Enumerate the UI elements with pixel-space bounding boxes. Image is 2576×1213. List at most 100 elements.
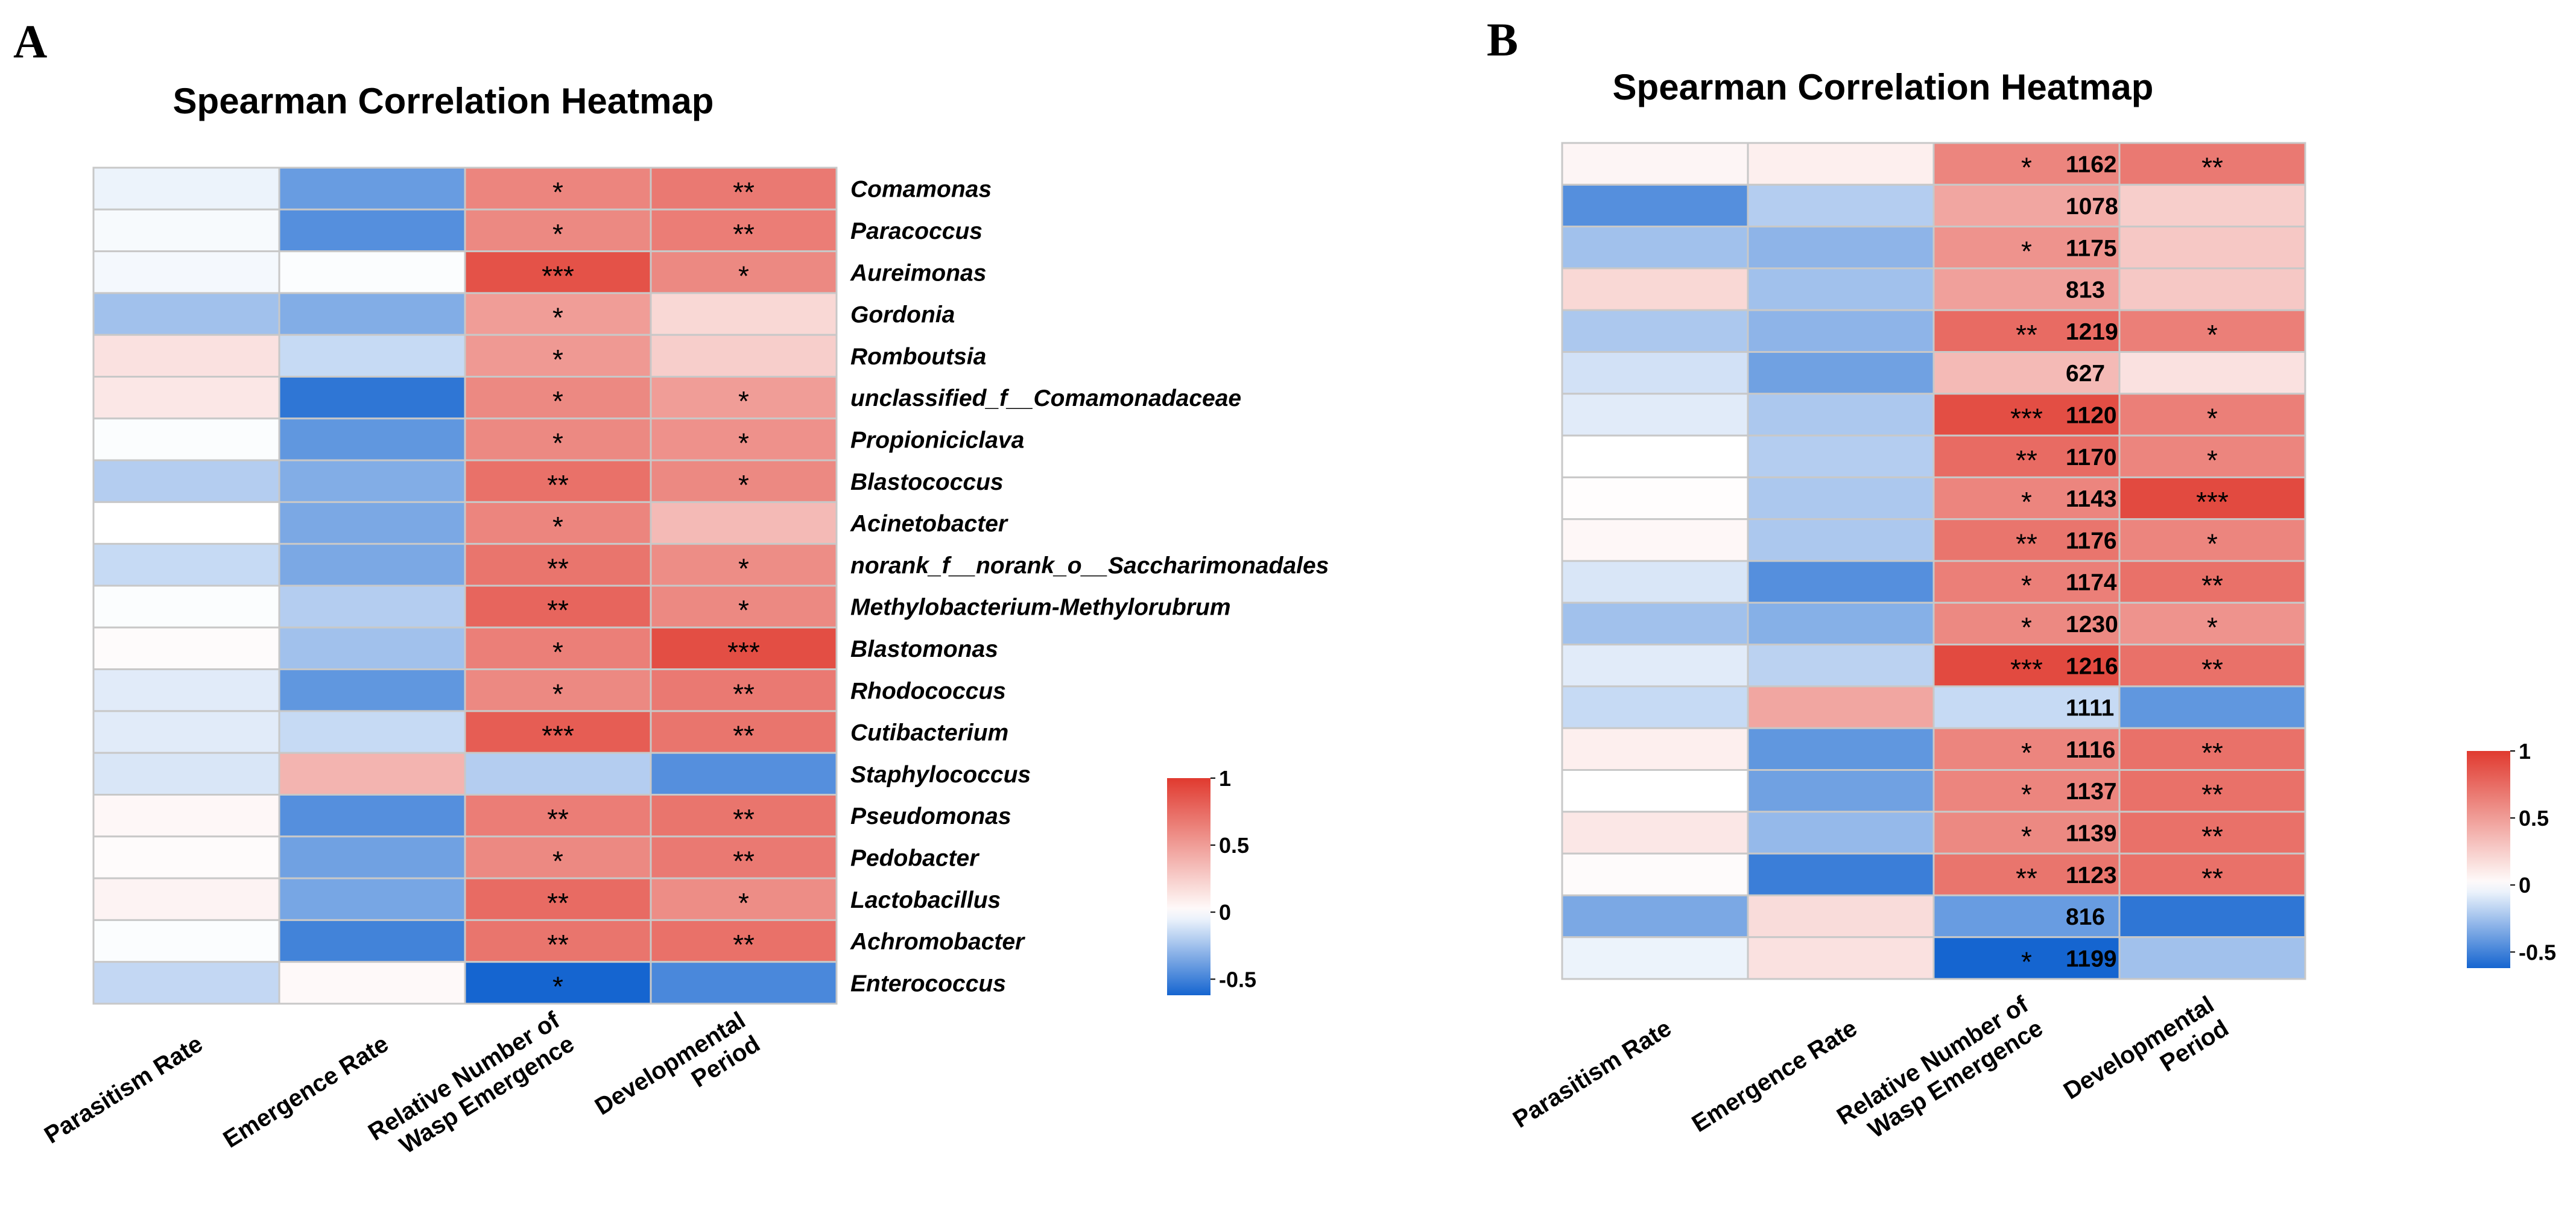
heatmap-cell [464, 584, 652, 629]
significance-mark: * [2207, 528, 2218, 559]
row-label: 1120 [2066, 402, 2117, 428]
heatmap-cell [1561, 183, 1749, 228]
significance-mark: * [2021, 152, 2032, 183]
significance-mark: * [738, 469, 749, 501]
heatmap-cell [2118, 518, 2306, 562]
significance-mark: * [2021, 779, 2032, 810]
heatmap-cell [278, 626, 466, 671]
heatmap-cell [278, 459, 466, 503]
column-label: DevelopmentalPeriod [2059, 991, 2233, 1128]
panel-a: A Spearman Correlation Heatmap * ** Comamo… [13, 15, 1329, 1159]
significance-mark: * [2021, 235, 2032, 267]
heatmap-cell [92, 208, 280, 253]
row-label: 1170 [2066, 445, 2117, 470]
heatmap-cell [1932, 894, 2121, 939]
heatmap-cell [278, 584, 466, 629]
heatmap-cell [464, 166, 652, 211]
heatmap-cell [1747, 309, 1935, 353]
significance-mark: ** [2016, 319, 2037, 350]
heatmap-cell [278, 668, 466, 712]
heatmap-cell [1747, 351, 1935, 395]
row-label: 1219 [2066, 319, 2118, 345]
heatmap-cell [1561, 476, 1749, 521]
significance-mark: * [552, 427, 563, 458]
row-label: 1123 [2066, 863, 2117, 888]
significance-mark: *** [2010, 402, 2043, 434]
heatmap-cell [2118, 351, 2306, 395]
significance-mark: *** [542, 260, 574, 291]
heatmap-cell [650, 417, 838, 461]
row-label: Lactobacillus [850, 887, 1001, 913]
heatmap-cell [650, 459, 838, 503]
colorbar-tick-label: 1 [2519, 739, 2531, 764]
heatmap-cell [278, 376, 466, 420]
row-label: Comamonas [850, 177, 992, 203]
heatmap-cell [92, 668, 280, 712]
heatmap-cell [278, 794, 466, 838]
row-label: norank_f__norank_o__Saccharimonadales [850, 553, 1329, 578]
heatmap-cell [1747, 560, 1935, 604]
heatmap-cell [1561, 644, 1749, 688]
heatmap-cell [92, 710, 280, 754]
heatmap-cell [1932, 183, 2121, 228]
heatmap-cell [278, 292, 466, 336]
significance-mark: * [738, 595, 749, 626]
colorbar-tick-label: 0.5 [1219, 833, 1249, 858]
heatmap-cell [2118, 560, 2306, 604]
colorbar-tick-label: -0.5 [2519, 940, 2556, 964]
significance-mark: * [552, 385, 563, 417]
heatmap-cell [278, 334, 466, 378]
significance-mark: * [552, 971, 563, 1002]
colorbar-tick-label: 1 [1219, 766, 1231, 791]
heatmap-cell [92, 292, 280, 336]
heatmap-cell [278, 208, 466, 253]
heatmap-cell [2118, 183, 2306, 228]
significance-mark: ** [2201, 820, 2223, 852]
significance-mark: ** [2201, 152, 2223, 183]
heatmap-cell [650, 376, 838, 420]
heatmap-cell [1747, 727, 1935, 771]
significance-mark: ** [2016, 863, 2037, 894]
heatmap-cell [464, 668, 652, 712]
significance-mark: *** [542, 720, 574, 752]
significance-mark: * [2207, 402, 2218, 434]
heatmap-cell [278, 501, 466, 545]
significance-mark: ** [733, 177, 755, 208]
significance-mark: ** [733, 929, 755, 960]
significance-mark: ** [733, 720, 755, 752]
heatmap-cell [650, 292, 838, 336]
row-label: 627 [2066, 361, 2105, 387]
heatmap-cell [278, 961, 466, 1005]
heatmap-cell [92, 334, 280, 378]
row-label: Aureimonas [850, 260, 986, 286]
row-label: 1230 [2066, 612, 2118, 638]
significance-mark: * [552, 218, 563, 250]
heatmap-cell [1561, 393, 1749, 437]
heatmap-cell [1747, 476, 1935, 521]
significance-mark: ** [2201, 570, 2223, 601]
heatmap-cell [1561, 811, 1749, 855]
heatmap-cell [1561, 309, 1749, 353]
row-label: Propioniciclava [850, 427, 1024, 453]
significance-mark: * [552, 302, 563, 334]
heatmap-frame [92, 166, 838, 1005]
significance-mark: ** [2201, 737, 2223, 768]
heatmap-cell [650, 626, 838, 671]
heatmap-cell [1932, 644, 2121, 688]
heatmap-cell [1747, 434, 1935, 478]
significance-mark: * [2207, 445, 2218, 476]
column-label: DevelopmentalPeriod [590, 1007, 765, 1144]
significance-mark: * [552, 344, 563, 375]
heatmap-cell [278, 752, 466, 796]
heatmap-cell [92, 794, 280, 838]
panel-a-title: Spearman Correlation Heatmap [173, 81, 714, 121]
heatmap-cell [1561, 434, 1749, 478]
significance-mark: * [552, 845, 563, 876]
row-label: 1174 [2066, 570, 2117, 596]
heatmap-cell [92, 166, 280, 211]
row-label: 1176 [2066, 528, 2117, 554]
heatmap-cell [92, 626, 280, 671]
heatmap-cell [1932, 811, 2121, 855]
significance-mark: * [552, 177, 563, 208]
